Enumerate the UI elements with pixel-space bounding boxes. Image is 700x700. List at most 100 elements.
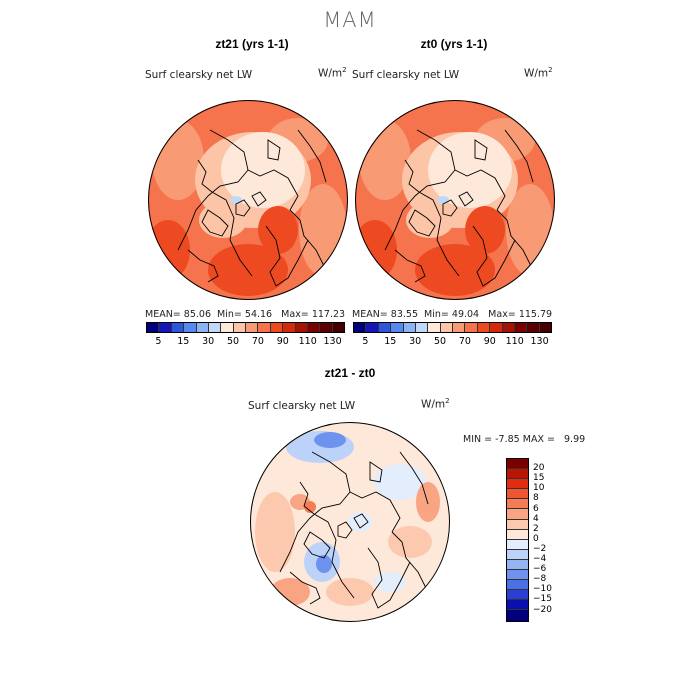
coastline [303, 531, 331, 559]
colorbar-swatch [490, 323, 503, 332]
colorbar-swatch [507, 499, 528, 510]
colorbar-tick-label: 4 [533, 513, 539, 524]
panel-1-stats: MEAN= 85.06 Min= 54.16 Max= 117.23 [145, 309, 346, 320]
colorbar-tick-label: 130 [530, 336, 549, 347]
colorbar-swatch [171, 323, 185, 332]
coastline [177, 129, 249, 251]
colorbar-tick-label: −6 [533, 564, 547, 575]
colorbar-swatch [246, 323, 259, 332]
colorbar-swatch [477, 323, 491, 332]
colorbar-swatch [507, 529, 528, 540]
colorbar-tick-label: 30 [202, 336, 215, 347]
panel-3-colorbar [506, 458, 529, 622]
panel-1-title: zt21 (yrs 1-1) [215, 37, 289, 51]
colorbar-swatch [233, 323, 246, 332]
panel-2-title: zt0 (yrs 1-1) [420, 37, 488, 51]
season-title: MAM [323, 8, 377, 32]
panel-1-variable: Surf clearsky net LW [145, 69, 253, 81]
colorbar-tick-label: 15 [533, 473, 545, 484]
colorbar-swatch [507, 549, 528, 560]
colorbar-swatch [507, 600, 528, 611]
coastline [367, 547, 411, 609]
colorbar-swatch [403, 323, 416, 332]
colorbar-tick-label: −10 [533, 584, 552, 595]
coastline [394, 249, 426, 283]
colorbar-swatch [159, 323, 172, 332]
coastline [404, 159, 460, 277]
panel-3-polar-map [250, 422, 450, 622]
colorbar-swatch [507, 590, 528, 601]
coastline [251, 191, 267, 207]
map-boundary [250, 422, 450, 622]
colorbar-tick-label: 90 [483, 336, 496, 347]
colorbar-swatch [221, 323, 234, 332]
colorbar-swatch [332, 323, 344, 332]
coastline [247, 169, 299, 211]
coastline [279, 451, 351, 573]
colorbar-tick-label: 15 [384, 336, 397, 347]
colorbar-tick-label: 6 [533, 503, 539, 514]
colorbar-swatch [507, 570, 528, 581]
colorbar-swatch [208, 323, 222, 332]
colorbar-swatch [196, 323, 209, 332]
colorbar-tick-label: 50 [434, 336, 447, 347]
colorbar-swatch [184, 323, 197, 332]
colorbar-tick-label: 50 [227, 336, 240, 347]
colorbar-swatch [507, 519, 528, 530]
field-region [374, 572, 406, 592]
colorbar-tick-label: 5 [155, 336, 162, 347]
colorbar-swatch [507, 580, 528, 591]
coastline [267, 139, 281, 161]
colorbar-swatch [428, 323, 441, 332]
coastline [442, 199, 458, 217]
colorbar-tick-label: −2 [533, 543, 547, 554]
coastline [297, 129, 327, 183]
colorbar-swatch [539, 323, 551, 332]
panel-2-units: W/m2 [524, 66, 553, 80]
panel-1-colorbar [146, 322, 345, 333]
panel-3-units: W/m2 [421, 397, 450, 411]
field-region [314, 432, 346, 448]
colorbar-swatch [507, 479, 528, 490]
colorbar-tick-label: 20 [533, 463, 545, 474]
coastline [349, 491, 401, 533]
colorbar-swatch [465, 323, 478, 332]
colorbar-tick-label: 90 [276, 336, 289, 347]
coastline [201, 209, 229, 237]
panel-3-stats: MIN = -7.85 MAX = 9.99 [463, 434, 586, 445]
colorbar-swatch [378, 323, 392, 332]
colorbar-swatch [258, 323, 271, 332]
colorbar-swatch [514, 323, 528, 332]
colorbar-tick-label: 70 [251, 336, 264, 347]
colorbar-swatch [440, 323, 453, 332]
field-region [416, 482, 440, 522]
coastline [408, 209, 436, 237]
colorbar-swatch [415, 323, 429, 332]
field-region [316, 555, 332, 573]
panel-2-variable: Surf clearsky net LW [352, 69, 460, 81]
colorbar-tick-label: 10 [533, 483, 545, 494]
panel-1-units: W/m2 [318, 66, 347, 80]
colorbar-tick-label: 15 [177, 336, 190, 347]
field-region [406, 202, 454, 238]
field-region [465, 206, 505, 254]
coastline [353, 513, 369, 529]
colorbar-swatch [283, 323, 296, 332]
colorbar-tick-label: −15 [533, 594, 552, 605]
colorbar-swatch [320, 323, 333, 332]
colorbar-tick-label: 8 [533, 493, 539, 504]
coastline [384, 129, 456, 251]
coastline [289, 571, 321, 605]
panel-1-polar-map [148, 100, 348, 300]
colorbar-tick-label: 0 [533, 533, 539, 544]
map-boundary [148, 100, 348, 300]
colorbar-swatch [307, 323, 321, 332]
colorbar-tick-label: −8 [533, 574, 547, 585]
colorbar-swatch [366, 323, 379, 332]
colorbar-tick-label: 110 [505, 336, 524, 347]
coastline [265, 225, 309, 287]
colorbar-swatch [354, 323, 367, 332]
colorbar-swatch [453, 323, 466, 332]
panel-2-polar-map [355, 100, 555, 300]
map-boundary [355, 100, 555, 300]
